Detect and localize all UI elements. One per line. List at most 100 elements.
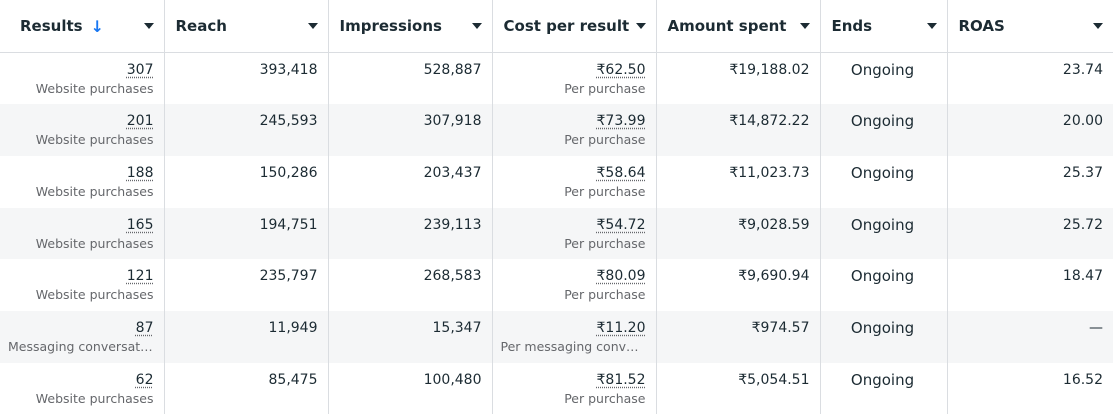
roas-value: 25.72 [1062, 216, 1103, 233]
reach-value: 11,949 [268, 319, 318, 336]
dropdown-caret-icon[interactable] [799, 23, 810, 29]
results-type: Website purchases [35, 235, 154, 251]
ends-value: Ongoing [850, 61, 915, 79]
roas-cell: 23.74 [947, 53, 1113, 105]
cost-per-result-value[interactable]: ₹54.72 [596, 216, 646, 233]
ends-value: Ongoing [850, 318, 915, 337]
column-header-amount-spent[interactable]: Amount spent [656, 0, 821, 53]
roas-cell: 25.37 [947, 156, 1113, 208]
results-type: Website purchases [35, 81, 154, 96]
impressions-value: 203,437 [423, 164, 482, 181]
reach-value: 150,286 [259, 164, 318, 181]
column-header-reach[interactable]: Reach [164, 0, 329, 53]
results-value[interactable]: 201 [126, 113, 154, 130]
amount-spent-value: ₹9,028.59 [738, 216, 810, 233]
reach-cell: 150,286 [164, 155, 329, 208]
results-type: Website purchases [35, 183, 154, 199]
roas-cell: 20.00 [947, 104, 1113, 156]
column-label: Cost per result [503, 17, 630, 35]
cost-per-result-value[interactable]: ₹11.20 [596, 319, 646, 336]
dropdown-caret-icon[interactable] [1093, 23, 1103, 29]
column-label: ROAS [958, 17, 1005, 35]
ends-value: Ongoing [850, 267, 915, 286]
cost-per-result-cell: ₹11.20 Per messaging conver... [492, 310, 657, 363]
amount-spent-value: ₹11,023.73 [729, 164, 810, 181]
cost-per-result-value[interactable]: ₹58.64 [596, 164, 646, 181]
amount-spent-value: ₹19,188.02 [729, 62, 810, 78]
cost-per-result-value[interactable]: ₹80.09 [596, 268, 646, 285]
roas-cell: 25.72 [947, 207, 1113, 260]
ends-cell: Ongoing [820, 310, 948, 363]
impressions-value: 239,113 [423, 216, 482, 233]
results-value[interactable]: 165 [126, 216, 154, 233]
ends-cell: Ongoing [820, 259, 948, 311]
sort-arrow-down-icon[interactable]: ↓ [90, 16, 104, 36]
roas-value: 16.52 [1062, 371, 1103, 388]
header-row: Results ↓ Reach Impressions [0, 0, 1113, 53]
column-header-ends[interactable]: Ends [820, 0, 948, 53]
ends-value: Ongoing [850, 370, 915, 389]
cost-per-result-type: Per purchase [564, 287, 646, 303]
amount-spent-value: ₹974.57 [751, 319, 810, 336]
roas-value: 20.00 [1062, 113, 1103, 130]
reach-cell: 245,593 [164, 104, 329, 156]
results-cell: 87 Messaging conversati... [0, 310, 165, 363]
ends-cell: Ongoing [820, 104, 948, 156]
cost-per-result-value[interactable]: ₹81.52 [596, 371, 646, 388]
cost-per-result-cell: ₹58.64 Per purchase [492, 155, 657, 208]
results-value[interactable]: 307 [126, 62, 154, 78]
ends-cell: Ongoing [820, 155, 948, 208]
dropdown-caret-icon[interactable] [635, 23, 646, 29]
results-cell: 62 Website purchases [0, 362, 165, 415]
cost-per-result-cell: ₹81.52 Per purchase [492, 362, 657, 415]
reach-cell: 194,751 [164, 207, 329, 260]
results-value[interactable]: 188 [126, 164, 154, 181]
results-value[interactable]: 121 [126, 268, 154, 285]
reach-value: 194,751 [259, 216, 318, 233]
roas-value: 25.37 [1062, 164, 1103, 181]
impressions-cell: 268,583 [328, 259, 493, 311]
results-type: Website purchases [35, 132, 154, 148]
dropdown-caret-icon[interactable] [926, 23, 937, 29]
reach-value: 235,797 [259, 268, 318, 285]
impressions-value: 15,347 [432, 319, 482, 336]
column-header-roas[interactable]: ROAS [947, 0, 1113, 53]
ends-value: Ongoing [850, 112, 915, 131]
table-row: 307 Website purchases 393,418 528,887 ₹6… [0, 52, 1113, 105]
column-label: Impressions [339, 17, 442, 35]
reach-cell: 85,475 [164, 362, 329, 415]
reach-value: 393,418 [259, 62, 318, 78]
column-header-cost-per-result[interactable]: Cost per result [492, 0, 657, 53]
roas-value: 18.47 [1062, 268, 1103, 285]
results-cell: 121 Website purchases [0, 259, 165, 311]
table-row: 62 Website purchases 85,475 100,480 ₹81.… [0, 362, 1113, 415]
results-type: Website purchases [35, 287, 154, 303]
results-value[interactable]: 62 [135, 371, 154, 388]
cost-per-result-value[interactable]: ₹73.99 [596, 113, 646, 130]
results-type: Messaging conversati... [8, 338, 154, 354]
ends-value: Ongoing [850, 163, 915, 182]
amount-spent-value: ₹5,054.51 [738, 371, 810, 388]
ends-cell: Ongoing [820, 207, 948, 260]
reach-cell: 393,418 [164, 52, 329, 105]
amount-spent-cell: ₹11,023.73 [656, 155, 821, 208]
dropdown-caret-icon[interactable] [143, 23, 154, 29]
results-cell: 201 Website purchases [0, 104, 165, 156]
column-header-results[interactable]: Results ↓ [0, 0, 165, 53]
roas-cell: 18.47 [947, 259, 1113, 311]
cost-per-result-value[interactable]: ₹62.50 [596, 62, 646, 78]
impressions-cell: 15,347 [328, 310, 493, 363]
column-label: Amount spent [667, 17, 787, 35]
results-value[interactable]: 87 [135, 319, 154, 336]
amount-spent-cell: ₹19,188.02 [656, 52, 821, 105]
column-header-impressions[interactable]: Impressions [328, 0, 493, 53]
cost-per-result-cell: ₹54.72 Per purchase [492, 207, 657, 260]
impressions-value: 528,887 [423, 62, 482, 78]
dropdown-caret-icon[interactable] [471, 23, 482, 29]
dropdown-caret-icon[interactable] [307, 23, 318, 29]
reach-cell: 11,949 [164, 310, 329, 363]
amount-spent-cell: ₹9,690.94 [656, 259, 821, 311]
reach-value: 245,593 [259, 113, 318, 130]
impressions-value: 100,480 [423, 371, 482, 388]
